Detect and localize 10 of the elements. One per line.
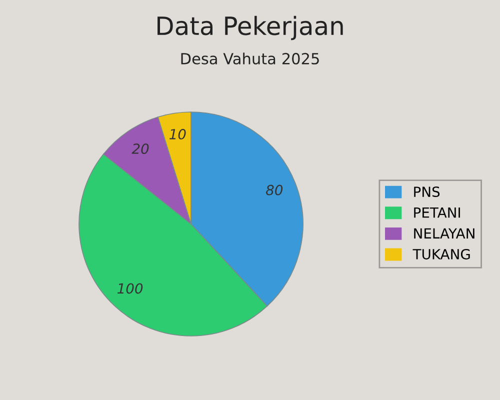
legend-label: PNS: [414, 186, 440, 198]
chart-title: Data Pekerjaan: [158, 16, 343, 40]
legend-label: TUKANG: [412, 248, 470, 260]
data-label: 80: [266, 184, 283, 196]
legend-label: PETANI: [414, 208, 460, 218]
data-label: 100: [117, 283, 143, 294]
data-label: 10: [169, 128, 186, 140]
data-label: 20: [132, 143, 149, 154]
chart-subtitle: Desa Vahuta 2025: [181, 52, 319, 64]
legend-label: NELAYAN: [414, 228, 474, 238]
